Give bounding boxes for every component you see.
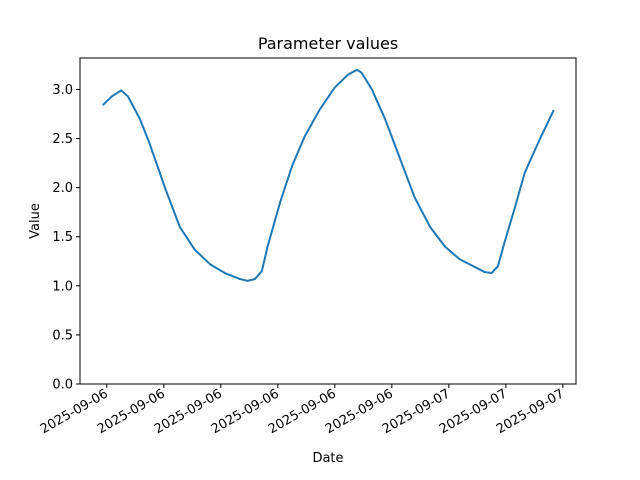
plot-frame <box>79 57 577 385</box>
y-tick-label: 2.5 <box>52 132 73 147</box>
y-tick-label: 0.5 <box>52 328 73 343</box>
y-tick-label: 0.0 <box>52 378 73 393</box>
y-tick-label: 2.0 <box>52 181 73 196</box>
chart-title: Parameter values <box>258 34 398 53</box>
y-tick-label: 1.0 <box>52 279 73 294</box>
y-axis-label: Value <box>28 203 43 239</box>
x-axis-label: Date <box>312 451 343 466</box>
y-tick-label: 1.5 <box>52 230 73 245</box>
line-series <box>102 68 555 282</box>
y-tick-label: 3.0 <box>52 83 73 98</box>
